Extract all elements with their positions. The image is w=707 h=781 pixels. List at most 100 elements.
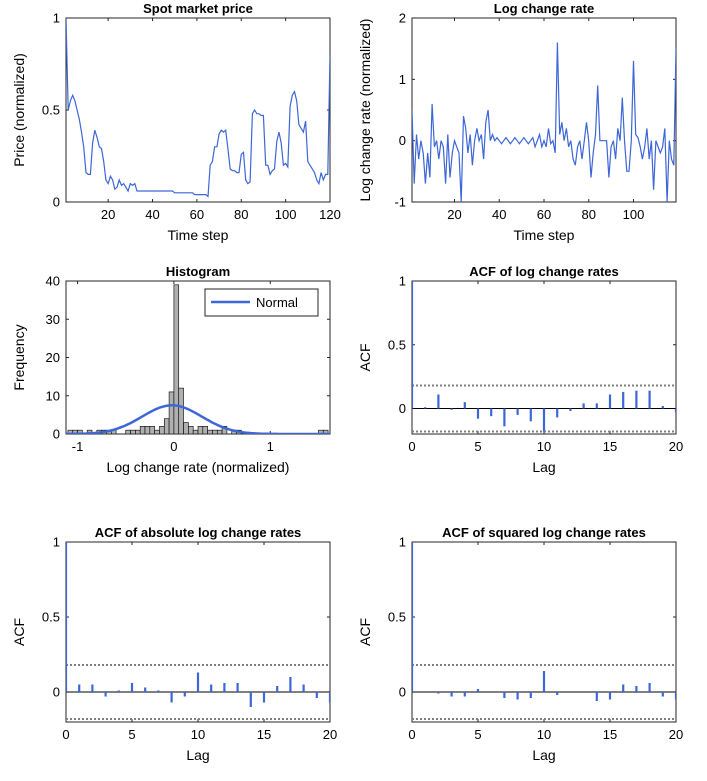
hist-bar [207, 429, 213, 434]
hist-bar [163, 418, 170, 434]
y-tick-label: 1 [399, 274, 406, 289]
x-tick-label: 15 [603, 727, 617, 742]
y-tick-label: 0.5 [42, 610, 60, 625]
hist-bar [154, 429, 160, 434]
hist-bar [197, 426, 204, 434]
x-tick-label: 80 [234, 207, 248, 222]
y-tick-label: 0 [399, 133, 406, 148]
y-tick-label: 10 [46, 388, 60, 403]
x-tick-label: 20 [323, 727, 337, 742]
plot-area [66, 542, 330, 720]
hist-bar [159, 426, 165, 434]
x-tick-label: 10 [537, 439, 551, 454]
x-tick-label: 60 [190, 207, 204, 222]
y-tick-label: 1 [399, 535, 406, 550]
x-axis-label: Lag [186, 747, 209, 763]
chart-title: ACF of absolute log change rates [95, 525, 302, 540]
y-tick-label: 1 [53, 535, 60, 550]
plot-area [66, 18, 330, 198]
hist-bar [178, 387, 184, 434]
x-tick-label: 5 [474, 727, 481, 742]
x-tick-label: 80 [582, 207, 596, 222]
hist-bar [168, 391, 175, 434]
x-tick-label: 1 [267, 439, 274, 454]
hist-bar [135, 429, 141, 434]
x-tick-label: 60 [537, 207, 551, 222]
hist-bar [183, 422, 189, 434]
plot-area [412, 42, 676, 202]
chart-title: Spot market price [143, 1, 253, 16]
hist-bar [139, 426, 146, 434]
chart-title: ACF of squared log change rates [442, 525, 646, 540]
legend: Normal [204, 288, 319, 317]
x-axis-label: Time step [514, 227, 575, 243]
legend-label: Normal [256, 295, 298, 310]
y-tick-label: 0.5 [388, 337, 406, 352]
plot-area [412, 281, 676, 433]
x-axis-label: Lag [532, 459, 555, 475]
y-tick-label: -1 [394, 195, 406, 210]
x-tick-label: 100 [623, 207, 645, 222]
y-axis-label: Price (normalized) [11, 53, 27, 167]
x-tick-label: 10 [537, 727, 551, 742]
y-axis-label: ACF [357, 618, 373, 646]
y-tick-label: 2 [399, 11, 406, 26]
x-axis-label: Log change rate (normalized) [107, 459, 290, 475]
x-tick-label: 5 [474, 439, 481, 454]
x-tick-label: 20 [101, 207, 115, 222]
axes-box [411, 17, 677, 203]
y-axis-label: ACF [357, 344, 373, 372]
y-tick-label: 0.5 [388, 610, 406, 625]
x-tick-label: 15 [603, 439, 617, 454]
x-tick-label: 15 [257, 727, 271, 742]
x-tick-label: 100 [275, 207, 297, 222]
y-axis-label: ACF [11, 618, 27, 646]
hist-bar [188, 426, 194, 434]
normal-curve [66, 404, 330, 434]
y-axis-label: Frequency [11, 324, 27, 390]
chart-title: Histogram [166, 264, 230, 279]
plot-area [412, 542, 676, 720]
series-line [66, 18, 330, 198]
y-tick-label: 40 [46, 274, 60, 289]
x-tick-label: 120 [319, 207, 341, 222]
x-tick-label: -1 [72, 439, 84, 454]
y-tick-label: 0.5 [42, 103, 60, 118]
chart-title: ACF of log change rates [469, 264, 619, 279]
plot-area [66, 284, 330, 434]
hist-bar [125, 429, 131, 434]
hist-bar [149, 426, 155, 434]
chart-p5: 0 5 10 15 20 0 0.5 1 ACF of absolute log change … [11, 525, 337, 763]
x-axis-label: Lag [532, 747, 555, 763]
y-tick-label: 1 [53, 11, 60, 26]
chart-title: Log change rate [494, 1, 594, 16]
hist-bar [192, 429, 199, 434]
x-tick-label: 10 [191, 727, 205, 742]
x-tick-label: 20 [669, 727, 683, 742]
y-tick-label: 1 [399, 72, 406, 87]
y-tick-label: 0 [399, 401, 406, 416]
chart-p6: 0 5 10 15 20 0 0.5 1 ACF of squared log change r… [357, 525, 683, 763]
y-tick-label: 30 [46, 312, 60, 327]
x-tick-label: 5 [128, 727, 135, 742]
hist-bar [212, 429, 218, 434]
hist-bar [130, 429, 136, 434]
x-tick-label: 0 [408, 439, 415, 454]
y-tick-label: 0 [53, 195, 60, 210]
y-tick-label: 0 [53, 427, 60, 442]
chart-p1: 20 40 60 80 100 120 0 0.5 1 Spot market price Time… [11, 1, 341, 243]
hist-bar [221, 426, 228, 434]
y-tick-label: 0 [399, 685, 406, 700]
y-axis-label: Log change rate (normalized) [357, 19, 373, 202]
x-axis-label: Time step [168, 227, 229, 243]
x-tick-label: 40 [492, 207, 506, 222]
hist-bar [202, 426, 208, 434]
x-tick-label: 40 [145, 207, 159, 222]
x-tick-label: 20 [447, 207, 461, 222]
x-tick-label: 0 [408, 727, 415, 742]
x-tick-label: 0 [170, 439, 177, 454]
hist-bar [216, 429, 223, 434]
y-tick-label: 0 [53, 685, 60, 700]
